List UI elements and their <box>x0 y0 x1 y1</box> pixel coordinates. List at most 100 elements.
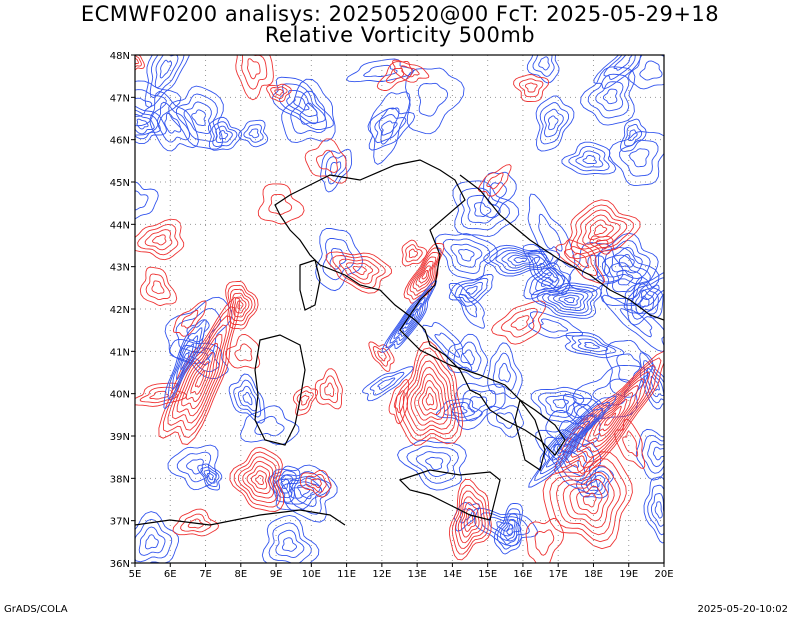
vorticity-contour <box>314 368 343 410</box>
lon-tick-label: 13E <box>408 569 427 580</box>
vorticity-contour <box>319 375 339 404</box>
vorticity-contour <box>503 518 516 541</box>
vorticity-contour <box>561 141 617 175</box>
vorticity-contour <box>261 514 320 563</box>
vorticity-contour <box>135 113 155 135</box>
vorticity-contour <box>388 378 410 425</box>
vorticity-contour <box>635 428 664 481</box>
vorticity-contour <box>181 342 218 410</box>
corsica-outline <box>299 259 321 311</box>
vorticity-contour <box>378 107 400 145</box>
vorticity-contour <box>135 382 188 407</box>
vorticity-contour <box>299 469 332 498</box>
vorticity-contour <box>377 350 387 362</box>
vorticity-contour <box>229 446 284 512</box>
vorticity-contour <box>406 360 453 431</box>
vorticity-contour <box>465 285 478 295</box>
vorticity-contour <box>254 415 285 437</box>
vorticity-contour <box>418 380 442 416</box>
vorticity-contour <box>397 439 467 491</box>
vorticity-contour <box>310 478 322 489</box>
vorticity-contour <box>410 366 449 426</box>
vorticity-contour <box>529 267 566 296</box>
lon-tick-label: 6E <box>164 569 177 580</box>
vorticity-contour <box>647 440 664 468</box>
footer-timestamp: 2025-05-20-10:02 <box>697 604 788 615</box>
vorticity-contour <box>628 129 638 141</box>
vorticity-contour <box>248 128 260 139</box>
vorticity-contour <box>145 273 171 301</box>
vorticity-contour <box>237 385 257 412</box>
vorticity-contour <box>613 55 633 71</box>
vorticity-contour <box>367 107 416 151</box>
vorticity-contour <box>135 105 167 145</box>
vorticity-contour <box>381 120 398 136</box>
vorticity-contour <box>535 95 575 152</box>
vorticity-contour <box>575 150 604 168</box>
vorticity-contour <box>538 390 585 418</box>
vorticity-contour <box>580 470 610 495</box>
vorticity-contour <box>175 93 218 142</box>
lat-tick-label: 39N <box>110 432 130 443</box>
vorticity-contour <box>535 272 560 292</box>
lon-tick-label: 14E <box>443 569 462 580</box>
vorticity-contour <box>421 386 438 411</box>
vorticity-contour <box>389 291 430 344</box>
balkan-coast <box>459 174 664 321</box>
vorticity-contour <box>619 139 659 177</box>
lat-tick-label: 42N <box>110 305 130 316</box>
lon-tick-label: 16E <box>513 569 532 580</box>
vorticity-contour <box>477 164 512 197</box>
vorticity-contour <box>281 537 297 552</box>
vorticity-contour <box>144 534 159 550</box>
vorticity-contour <box>646 368 664 398</box>
vorticity-contour <box>460 281 483 299</box>
vorticity-contour <box>460 349 475 366</box>
vorticity-contour <box>570 204 634 255</box>
vorticity-contour <box>524 82 538 93</box>
vorticity-contour <box>215 125 233 144</box>
vorticity-contour <box>460 389 497 422</box>
vorticity-contour <box>532 55 555 77</box>
sardinia-outline <box>254 334 306 446</box>
vorticity-contour <box>647 484 664 536</box>
vorticity-contour <box>582 214 621 245</box>
vorticity-contour <box>526 55 560 84</box>
vorticity-contour <box>587 73 630 119</box>
vorticity-contour <box>506 524 513 536</box>
lon-tick-label: 7E <box>199 569 212 580</box>
vorticity-contour <box>315 227 364 292</box>
vorticity-contour <box>400 65 420 78</box>
vorticity-contour <box>241 55 268 90</box>
vorticity-contour <box>434 332 461 358</box>
vorticity-contour <box>135 97 153 117</box>
vorticity-contour <box>225 280 259 330</box>
vorticity-contour <box>454 277 489 303</box>
vorticity-contour <box>158 297 240 445</box>
vorticity-contour <box>324 382 335 397</box>
lat-tick-label: 45N <box>110 178 130 189</box>
vorticity-contour <box>635 289 655 315</box>
vorticity-contour <box>421 270 429 280</box>
vorticity-contour <box>401 308 419 330</box>
vorticity-contour <box>179 344 220 373</box>
vorticity-contour <box>603 55 637 80</box>
vorticity-contour <box>424 456 444 471</box>
vorticity-contour <box>238 119 269 148</box>
vorticity-contour <box>369 91 411 165</box>
vorticity-contour <box>234 343 253 362</box>
vorticity-contour <box>167 327 203 400</box>
vorticity-contour <box>247 58 261 80</box>
lon-tick-label: 5E <box>129 569 142 580</box>
vorticity-contour <box>138 526 166 556</box>
vorticity-contour <box>171 335 199 390</box>
vorticity-contour <box>234 296 247 314</box>
vorticity-contour <box>628 55 664 90</box>
vorticity-contour <box>487 342 523 400</box>
vorticity-contour <box>493 502 524 555</box>
vorticity-contour <box>639 352 664 410</box>
lat-lon-grid <box>135 55 664 563</box>
vorticity-contour <box>488 516 522 537</box>
vorticity-contour <box>135 511 179 563</box>
vorticity-contour <box>250 470 268 490</box>
